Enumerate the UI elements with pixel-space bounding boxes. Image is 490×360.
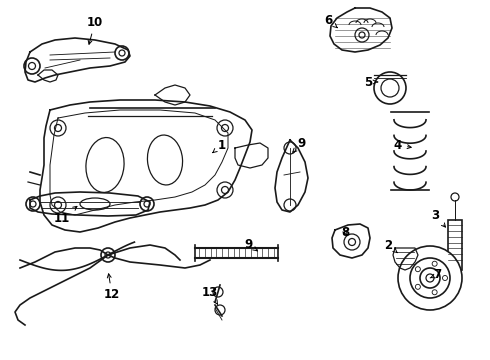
Text: 13: 13 xyxy=(202,285,218,304)
Circle shape xyxy=(50,120,66,136)
Circle shape xyxy=(30,201,36,207)
Circle shape xyxy=(348,239,356,246)
Circle shape xyxy=(221,186,228,194)
Circle shape xyxy=(449,269,461,281)
Text: 10: 10 xyxy=(87,15,103,44)
Text: 8: 8 xyxy=(341,225,349,239)
Circle shape xyxy=(355,28,369,42)
Circle shape xyxy=(432,261,437,266)
Text: 3: 3 xyxy=(431,208,445,227)
Circle shape xyxy=(221,125,228,131)
Circle shape xyxy=(284,142,296,154)
Circle shape xyxy=(119,50,125,56)
Circle shape xyxy=(26,197,40,211)
Circle shape xyxy=(420,268,440,288)
Ellipse shape xyxy=(86,138,124,193)
Circle shape xyxy=(374,72,406,104)
Text: 2: 2 xyxy=(384,239,397,253)
Bar xyxy=(448,220,462,270)
Text: 9: 9 xyxy=(244,238,257,251)
Circle shape xyxy=(344,234,360,250)
Circle shape xyxy=(432,290,437,295)
Ellipse shape xyxy=(80,198,110,210)
Circle shape xyxy=(442,275,447,280)
Text: 9: 9 xyxy=(293,136,306,152)
Text: 1: 1 xyxy=(213,139,226,153)
Text: 6: 6 xyxy=(324,14,337,28)
Circle shape xyxy=(451,193,459,201)
Circle shape xyxy=(101,248,115,262)
Circle shape xyxy=(144,201,150,207)
Circle shape xyxy=(359,32,365,38)
Circle shape xyxy=(24,58,40,74)
Circle shape xyxy=(398,246,462,310)
Circle shape xyxy=(140,197,154,211)
Text: 11: 11 xyxy=(54,206,77,225)
Circle shape xyxy=(426,274,434,282)
Circle shape xyxy=(410,258,450,298)
Circle shape xyxy=(50,197,66,213)
Circle shape xyxy=(54,125,62,131)
Circle shape xyxy=(115,46,129,60)
Circle shape xyxy=(452,273,458,278)
Circle shape xyxy=(284,199,296,211)
Text: 4: 4 xyxy=(394,139,411,152)
Circle shape xyxy=(215,305,225,315)
Circle shape xyxy=(217,120,233,136)
Ellipse shape xyxy=(147,135,183,185)
Circle shape xyxy=(54,202,62,208)
Circle shape xyxy=(416,267,420,272)
Circle shape xyxy=(416,284,420,289)
Text: 7: 7 xyxy=(430,269,441,282)
Circle shape xyxy=(217,182,233,198)
Text: 5: 5 xyxy=(364,76,378,89)
Text: 12: 12 xyxy=(104,274,120,302)
Circle shape xyxy=(105,252,111,258)
Circle shape xyxy=(28,63,35,69)
Circle shape xyxy=(381,79,399,97)
Circle shape xyxy=(213,287,223,297)
